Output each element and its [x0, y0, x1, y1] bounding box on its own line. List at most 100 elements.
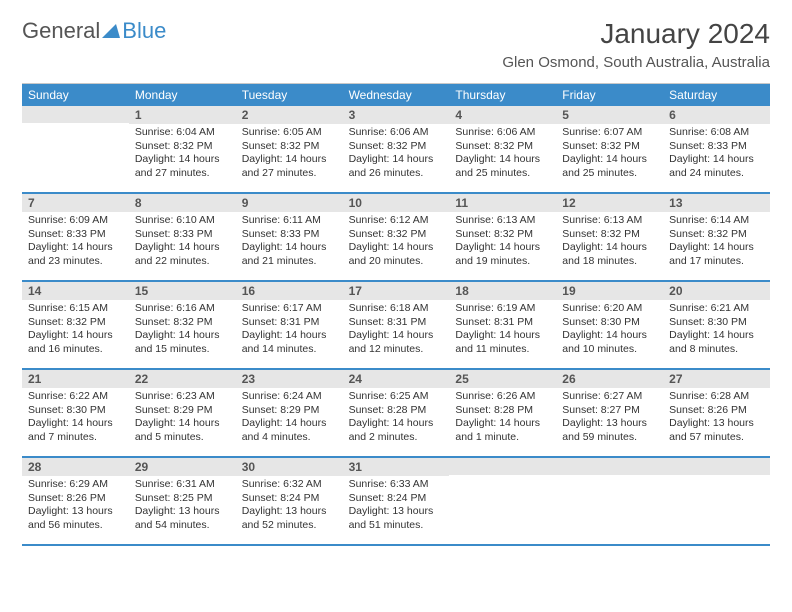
week-row: 14Sunrise: 6:15 AMSunset: 8:32 PMDayligh… — [22, 282, 770, 370]
daylight-text: and 25 minutes. — [562, 167, 657, 181]
daylight-text: Daylight: 14 hours — [455, 153, 550, 167]
daylight-text: and 16 minutes. — [28, 343, 123, 357]
daylight-text: and 27 minutes. — [242, 167, 337, 181]
daylight-text: Daylight: 14 hours — [455, 417, 550, 431]
day-number: 28 — [22, 458, 129, 476]
daylight-text: and 22 minutes. — [135, 255, 230, 269]
day-data: Sunrise: 6:06 AMSunset: 8:32 PMDaylight:… — [449, 124, 556, 185]
day-number: 4 — [449, 106, 556, 124]
weekday-header: Sunday — [22, 84, 129, 106]
sunrise-text: Sunrise: 6:26 AM — [455, 390, 550, 404]
day-number: 27 — [663, 370, 770, 388]
day-data: Sunrise: 6:12 AMSunset: 8:32 PMDaylight:… — [343, 212, 450, 273]
daylight-text: and 59 minutes. — [562, 431, 657, 445]
day-data: Sunrise: 6:25 AMSunset: 8:28 PMDaylight:… — [343, 388, 450, 449]
day-cell: 26Sunrise: 6:27 AMSunset: 8:27 PMDayligh… — [556, 370, 663, 456]
sunrise-text: Sunrise: 6:17 AM — [242, 302, 337, 316]
daylight-text: Daylight: 14 hours — [135, 153, 230, 167]
weekday-header: Tuesday — [236, 84, 343, 106]
daylight-text: and 11 minutes. — [455, 343, 550, 357]
sunset-text: Sunset: 8:30 PM — [669, 316, 764, 330]
day-data: Sunrise: 6:04 AMSunset: 8:32 PMDaylight:… — [129, 124, 236, 185]
day-cell: 2Sunrise: 6:05 AMSunset: 8:32 PMDaylight… — [236, 106, 343, 192]
sunset-text: Sunset: 8:33 PM — [28, 228, 123, 242]
logo: General Blue — [22, 18, 166, 44]
daylight-text: Daylight: 13 hours — [242, 505, 337, 519]
weeks-container: 1Sunrise: 6:04 AMSunset: 8:32 PMDaylight… — [22, 106, 770, 546]
sunset-text: Sunset: 8:24 PM — [349, 492, 444, 506]
daylight-text: Daylight: 14 hours — [28, 329, 123, 343]
sunrise-text: Sunrise: 6:14 AM — [669, 214, 764, 228]
daylight-text: and 27 minutes. — [135, 167, 230, 181]
day-data: Sunrise: 6:32 AMSunset: 8:24 PMDaylight:… — [236, 476, 343, 537]
daylight-text: Daylight: 13 hours — [135, 505, 230, 519]
daylight-text: Daylight: 14 hours — [562, 153, 657, 167]
day-data: Sunrise: 6:05 AMSunset: 8:32 PMDaylight:… — [236, 124, 343, 185]
day-number: 17 — [343, 282, 450, 300]
sunset-text: Sunset: 8:28 PM — [455, 404, 550, 418]
day-number: 25 — [449, 370, 556, 388]
day-number: 20 — [663, 282, 770, 300]
sunrise-text: Sunrise: 6:06 AM — [455, 126, 550, 140]
day-number: 31 — [343, 458, 450, 476]
day-cell: 9Sunrise: 6:11 AMSunset: 8:33 PMDaylight… — [236, 194, 343, 280]
day-cell: 17Sunrise: 6:18 AMSunset: 8:31 PMDayligh… — [343, 282, 450, 368]
sunset-text: Sunset: 8:25 PM — [135, 492, 230, 506]
sunset-text: Sunset: 8:32 PM — [349, 228, 444, 242]
sunset-text: Sunset: 8:32 PM — [135, 316, 230, 330]
sunset-text: Sunset: 8:33 PM — [135, 228, 230, 242]
day-data: Sunrise: 6:06 AMSunset: 8:32 PMDaylight:… — [343, 124, 450, 185]
daylight-text: Daylight: 14 hours — [349, 417, 444, 431]
daylight-text: and 20 minutes. — [349, 255, 444, 269]
day-cell: 31Sunrise: 6:33 AMSunset: 8:24 PMDayligh… — [343, 458, 450, 544]
daylight-text: and 4 minutes. — [242, 431, 337, 445]
daylight-text: and 26 minutes. — [349, 167, 444, 181]
day-number: 16 — [236, 282, 343, 300]
day-cell: 3Sunrise: 6:06 AMSunset: 8:32 PMDaylight… — [343, 106, 450, 192]
daylight-text: Daylight: 13 hours — [562, 417, 657, 431]
sunset-text: Sunset: 8:30 PM — [28, 404, 123, 418]
sunset-text: Sunset: 8:32 PM — [669, 228, 764, 242]
daylight-text: Daylight: 14 hours — [349, 153, 444, 167]
day-data: Sunrise: 6:18 AMSunset: 8:31 PMDaylight:… — [343, 300, 450, 361]
daylight-text: Daylight: 14 hours — [669, 241, 764, 255]
daylight-text: and 57 minutes. — [669, 431, 764, 445]
daylight-text: Daylight: 14 hours — [135, 329, 230, 343]
day-number: 24 — [343, 370, 450, 388]
logo-text-1: General — [22, 18, 100, 44]
daylight-text: Daylight: 14 hours — [455, 329, 550, 343]
sunset-text: Sunset: 8:32 PM — [135, 140, 230, 154]
sunrise-text: Sunrise: 6:24 AM — [242, 390, 337, 404]
day-data: Sunrise: 6:27 AMSunset: 8:27 PMDaylight:… — [556, 388, 663, 449]
day-number: 19 — [556, 282, 663, 300]
day-number: 30 — [236, 458, 343, 476]
day-data: Sunrise: 6:19 AMSunset: 8:31 PMDaylight:… — [449, 300, 556, 361]
daylight-text: and 18 minutes. — [562, 255, 657, 269]
sunset-text: Sunset: 8:26 PM — [669, 404, 764, 418]
calendar: SundayMondayTuesdayWednesdayThursdayFrid… — [22, 83, 770, 546]
weekday-header: Thursday — [449, 84, 556, 106]
daylight-text: and 10 minutes. — [562, 343, 657, 357]
day-cell: 15Sunrise: 6:16 AMSunset: 8:32 PMDayligh… — [129, 282, 236, 368]
daylight-text: Daylight: 14 hours — [349, 241, 444, 255]
sunrise-text: Sunrise: 6:09 AM — [28, 214, 123, 228]
day-cell: 22Sunrise: 6:23 AMSunset: 8:29 PMDayligh… — [129, 370, 236, 456]
day-data: Sunrise: 6:23 AMSunset: 8:29 PMDaylight:… — [129, 388, 236, 449]
sunrise-text: Sunrise: 6:25 AM — [349, 390, 444, 404]
sunrise-text: Sunrise: 6:15 AM — [28, 302, 123, 316]
sunset-text: Sunset: 8:27 PM — [562, 404, 657, 418]
logo-text-2: Blue — [122, 18, 166, 44]
sunrise-text: Sunrise: 6:13 AM — [455, 214, 550, 228]
day-data: Sunrise: 6:16 AMSunset: 8:32 PMDaylight:… — [129, 300, 236, 361]
day-cell: 14Sunrise: 6:15 AMSunset: 8:32 PMDayligh… — [22, 282, 129, 368]
sunset-text: Sunset: 8:31 PM — [455, 316, 550, 330]
daylight-text: Daylight: 14 hours — [135, 417, 230, 431]
day-data: Sunrise: 6:13 AMSunset: 8:32 PMDaylight:… — [556, 212, 663, 273]
daylight-text: and 8 minutes. — [669, 343, 764, 357]
day-cell: 23Sunrise: 6:24 AMSunset: 8:29 PMDayligh… — [236, 370, 343, 456]
daylight-text: and 7 minutes. — [28, 431, 123, 445]
day-cell: 25 Sunrise: 6:26 AMSunset: 8:28 PMDayligh… — [449, 370, 556, 456]
week-row: 1Sunrise: 6:04 AMSunset: 8:32 PMDaylight… — [22, 106, 770, 194]
daylight-text: and 2 minutes. — [349, 431, 444, 445]
day-number: 1 — [129, 106, 236, 124]
